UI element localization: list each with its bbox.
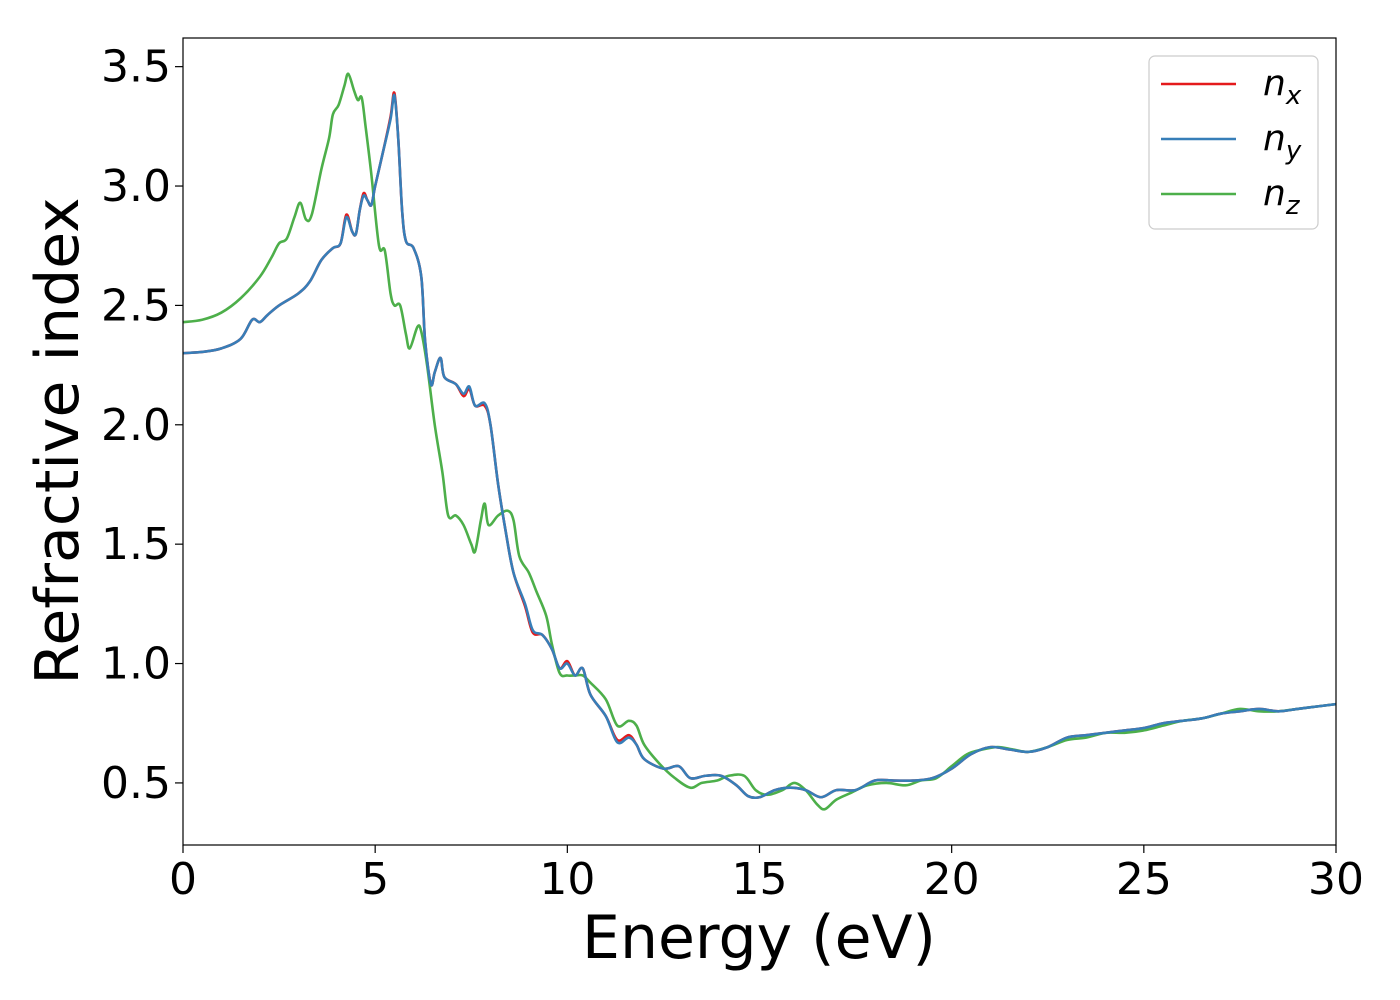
y-tick-label: 0.5 [101, 758, 171, 809]
x-axis-label: Energy (eV) [582, 903, 936, 973]
legend: nx ny nz [1148, 55, 1319, 230]
y-tick-label: 2.0 [101, 400, 171, 451]
x-tick-label: 15 [732, 854, 788, 905]
x-tick-label: 25 [1116, 854, 1172, 905]
legend-box [1148, 55, 1319, 230]
y-tick-label: 1.5 [101, 519, 171, 570]
y-tick-label: 1.0 [101, 639, 171, 690]
series-layer [182, 72, 1337, 811]
x-tick-label: 30 [1308, 854, 1364, 905]
legend-label-ny: ny [1263, 118, 1302, 166]
x-tick-label: 0 [169, 854, 197, 905]
y-tick-label: 3.0 [101, 161, 171, 212]
legend-label-nz: nz [1263, 173, 1301, 221]
y-axis-label: Refractive index [23, 197, 93, 684]
x-axis: 0 5 10 15 20 25 30 [169, 845, 1364, 905]
y-tick-label: 2.5 [101, 280, 171, 331]
x-tick-label: 10 [539, 854, 595, 905]
series-line-ny [182, 93, 1337, 800]
x-tick-label: 20 [924, 854, 980, 905]
plot-area [183, 38, 1336, 845]
y-axis: 0.5 1.0 1.5 2.0 2.5 3.0 3.5 [101, 42, 183, 809]
y-tick-label: 3.5 [101, 42, 171, 93]
legend-label-nx: nx [1263, 63, 1302, 111]
x-tick-label: 5 [361, 854, 389, 905]
